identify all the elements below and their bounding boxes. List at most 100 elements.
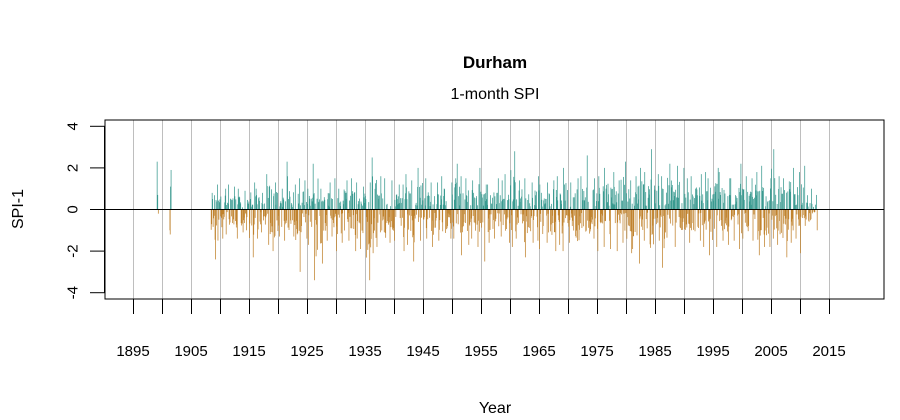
bar-negative <box>497 209 499 214</box>
bar-positive <box>280 201 282 210</box>
bar-positive <box>486 204 488 210</box>
bar-negative <box>482 209 484 223</box>
bar-positive <box>750 204 752 210</box>
bar-positive <box>612 204 614 210</box>
bar-negative <box>377 209 379 223</box>
bar-positive <box>611 188 613 210</box>
bar-positive <box>420 185 422 210</box>
bar-positive <box>689 199 691 210</box>
bar-negative <box>600 209 602 214</box>
bar-negative <box>336 209 338 235</box>
bar-negative <box>263 209 265 217</box>
bar-negative <box>691 209 692 231</box>
bar-negative <box>249 209 251 224</box>
bar-positive <box>345 198 347 210</box>
bar-negative <box>360 209 361 250</box>
bar-positive <box>328 205 330 210</box>
bar-negative <box>379 209 381 233</box>
bar-positive <box>292 192 294 210</box>
bar-positive <box>556 176 558 210</box>
bar-positive <box>545 198 547 210</box>
bar-positive <box>258 198 259 210</box>
bar-positive <box>475 198 477 210</box>
bar-positive <box>415 202 417 210</box>
bar-positive <box>496 192 498 210</box>
bar-positive <box>608 194 609 210</box>
bar-positive <box>724 193 726 210</box>
bar-positive <box>368 202 370 210</box>
bar-positive <box>539 184 541 210</box>
bar-positive <box>304 180 306 210</box>
bar-negative <box>511 209 513 247</box>
bar-positive <box>538 190 540 210</box>
bar-positive <box>437 194 439 210</box>
bar-positive <box>780 187 782 210</box>
bar-negative <box>505 209 507 219</box>
bar-positive <box>485 201 487 210</box>
bar-positive <box>750 191 751 210</box>
bar-positive <box>258 197 260 210</box>
bar-positive <box>228 184 229 210</box>
bar-positive <box>371 157 373 210</box>
bar-positive <box>548 193 550 210</box>
bar-negative <box>623 209 625 214</box>
bar-positive <box>645 192 647 210</box>
bar-positive <box>771 168 772 210</box>
bar-positive <box>512 201 514 210</box>
bar-negative <box>800 209 802 217</box>
bar-negative <box>753 209 755 215</box>
bar-negative <box>701 209 703 226</box>
bar-negative <box>169 209 171 235</box>
bar-negative <box>627 209 629 226</box>
bar-positive <box>285 201 286 210</box>
bar-positive <box>623 176 624 210</box>
bar-negative <box>566 209 567 216</box>
bar-positive <box>763 187 765 210</box>
bar-negative <box>433 209 435 228</box>
bar-negative <box>344 209 345 231</box>
bar-negative <box>325 209 327 215</box>
bar-negative <box>420 209 421 241</box>
bar-negative <box>355 209 357 215</box>
bar-positive <box>809 203 811 210</box>
bar-positive <box>287 176 288 210</box>
bar-negative <box>713 209 715 229</box>
bar-positive <box>649 189 650 210</box>
bar-negative <box>546 209 548 243</box>
bar-positive <box>641 181 643 210</box>
bar-negative <box>472 209 474 216</box>
bar-negative <box>340 209 342 234</box>
bar-positive <box>372 176 373 210</box>
bar-negative <box>516 209 518 225</box>
bar-negative <box>336 209 338 227</box>
bar-negative <box>414 209 416 216</box>
bar-negative <box>585 209 587 231</box>
bar-negative <box>292 209 293 221</box>
bar-negative <box>336 209 337 252</box>
bar-negative <box>762 209 764 218</box>
bar-positive <box>681 203 683 210</box>
bar-negative <box>651 209 653 235</box>
bar-negative <box>326 209 328 226</box>
bar-negative <box>284 209 286 241</box>
bar-negative <box>816 209 818 231</box>
bar-positive <box>472 180 474 210</box>
bar-negative <box>617 209 619 223</box>
bar-negative <box>530 209 532 232</box>
bar-negative <box>506 209 508 220</box>
bar-negative <box>301 209 302 226</box>
bar-positive <box>386 204 388 210</box>
bar-negative <box>581 209 582 214</box>
bar-negative <box>768 209 770 214</box>
bar-negative <box>669 209 670 219</box>
bar-negative <box>533 209 535 217</box>
bar-positive <box>606 184 607 210</box>
bar-negative <box>298 209 300 231</box>
bar-positive <box>574 193 576 210</box>
bar-positive <box>718 172 720 210</box>
bar-negative <box>309 209 311 222</box>
bar-positive <box>618 180 620 210</box>
bar-positive <box>738 187 740 210</box>
bar-positive <box>790 182 792 210</box>
bar-negative <box>791 209 793 222</box>
